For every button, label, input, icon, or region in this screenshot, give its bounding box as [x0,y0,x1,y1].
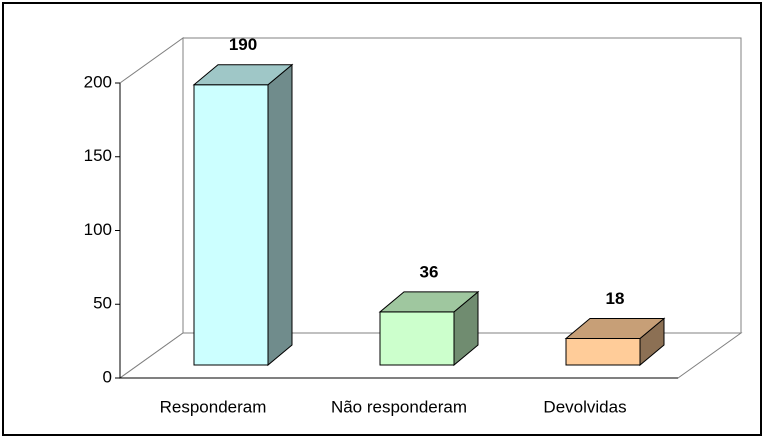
x-tick-label: Devolvidas [543,397,626,416]
value-label: 190 [229,35,257,54]
y-tick-label: 100 [84,220,112,239]
bar-front [565,337,641,366]
x-tick-label: Responderam [160,397,267,416]
side-wall [119,37,184,379]
bar-front [193,84,269,366]
value-label: 36 [420,262,439,281]
bar-top [192,64,294,86]
y-tick-label: 150 [84,146,112,165]
bar [378,290,480,367]
y-tick-label: 200 [84,72,112,91]
bar-top [378,291,480,313]
bar [564,317,666,367]
y-tick-label: 50 [93,294,112,313]
bar [192,63,294,367]
y-tick-label: 0 [103,367,112,386]
bar-front [379,311,455,366]
bar-side [267,63,293,367]
x-tick-label: Não responderam [331,397,467,416]
bar-top [564,317,666,339]
value-label: 18 [606,289,625,308]
